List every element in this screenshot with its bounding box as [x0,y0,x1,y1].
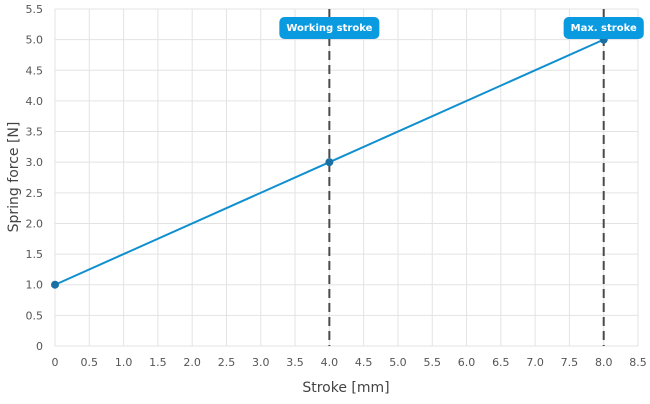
x-tick-label: 8.0 [595,356,613,369]
x-tick-label: 1.0 [115,356,133,369]
x-axis-ticks: 0 0.5 1.0 1.5 2.0 2.5 3.0 3.5 4.0 4.5 5.0 5.5 6.0 6.5… [52,356,647,369]
x-tick-label: 6.0 [458,356,476,369]
y-tick-label: 5.0 [26,34,44,47]
x-tick-label: 2.0 [183,356,201,369]
x-tick-label: 3.5 [286,356,304,369]
x-tick-label: 4.5 [355,356,373,369]
y-tick-label: 1.5 [26,248,44,261]
x-tick-label: 6.5 [492,356,510,369]
x-tick-label: 5.5 [423,356,441,369]
x-tick-label: 5.0 [389,356,407,369]
marker-badge: Max. stroke [563,17,644,39]
y-tick-label: 2.0 [26,217,44,230]
y-tick-label: 0.5 [26,309,44,322]
y-tick-label: 2.5 [26,187,44,200]
y-tick-label: 0 [36,340,43,353]
marker-badges: Working stroke Max. stroke [279,17,644,39]
marker-badge-bg [563,17,644,39]
x-tick-label: 4.0 [321,356,339,369]
y-tick-label: 5.5 [26,3,44,16]
x-tick-label: 3.0 [252,356,270,369]
y-tick-label: 3.5 [26,126,44,139]
y-tick-label: 4.0 [26,95,44,108]
marker-badge-label: Working stroke [286,23,372,34]
x-tick-label: 8.5 [629,356,647,369]
marker-badge: Working stroke [279,17,380,39]
y-tick-label: 4.5 [26,64,44,77]
data-point [325,158,334,167]
marker-badge-label: Max. stroke [571,23,637,34]
x-tick-label: 7.0 [526,356,544,369]
grid [54,8,639,347]
y-axis-title: Spring force [N] [6,122,22,233]
data-point [51,280,59,289]
x-tick-label: 0.5 [81,356,99,369]
marker-badge-bg [279,17,380,39]
y-tick-label: 3.0 [26,156,44,169]
x-tick-label: 2.5 [218,356,236,369]
x-axis-title: Stroke [mm] [302,380,389,396]
y-tick-label: 1.0 [26,279,44,292]
x-tick-label: 1.5 [149,356,167,369]
stroke-markers [328,9,605,346]
x-tick-label: 0 [52,356,59,369]
x-tick-label: 7.5 [561,356,579,369]
y-axis-ticks: 0 0.5 1.0 1.5 2.0 2.5 3.0 3.5 4.0 4.5 5.0 5.5 [26,3,44,353]
